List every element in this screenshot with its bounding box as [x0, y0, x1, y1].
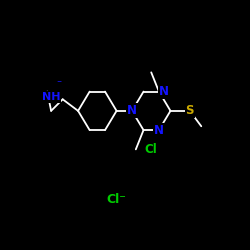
- Text: Cl⁻: Cl⁻: [107, 193, 126, 206]
- Text: S: S: [186, 104, 194, 117]
- Text: N: N: [154, 124, 164, 136]
- Text: Cl: Cl: [145, 143, 158, 156]
- Text: N: N: [159, 85, 169, 98]
- Text: NH: NH: [42, 92, 60, 102]
- Text: ⁻: ⁻: [56, 79, 62, 89]
- Text: N: N: [127, 104, 137, 117]
